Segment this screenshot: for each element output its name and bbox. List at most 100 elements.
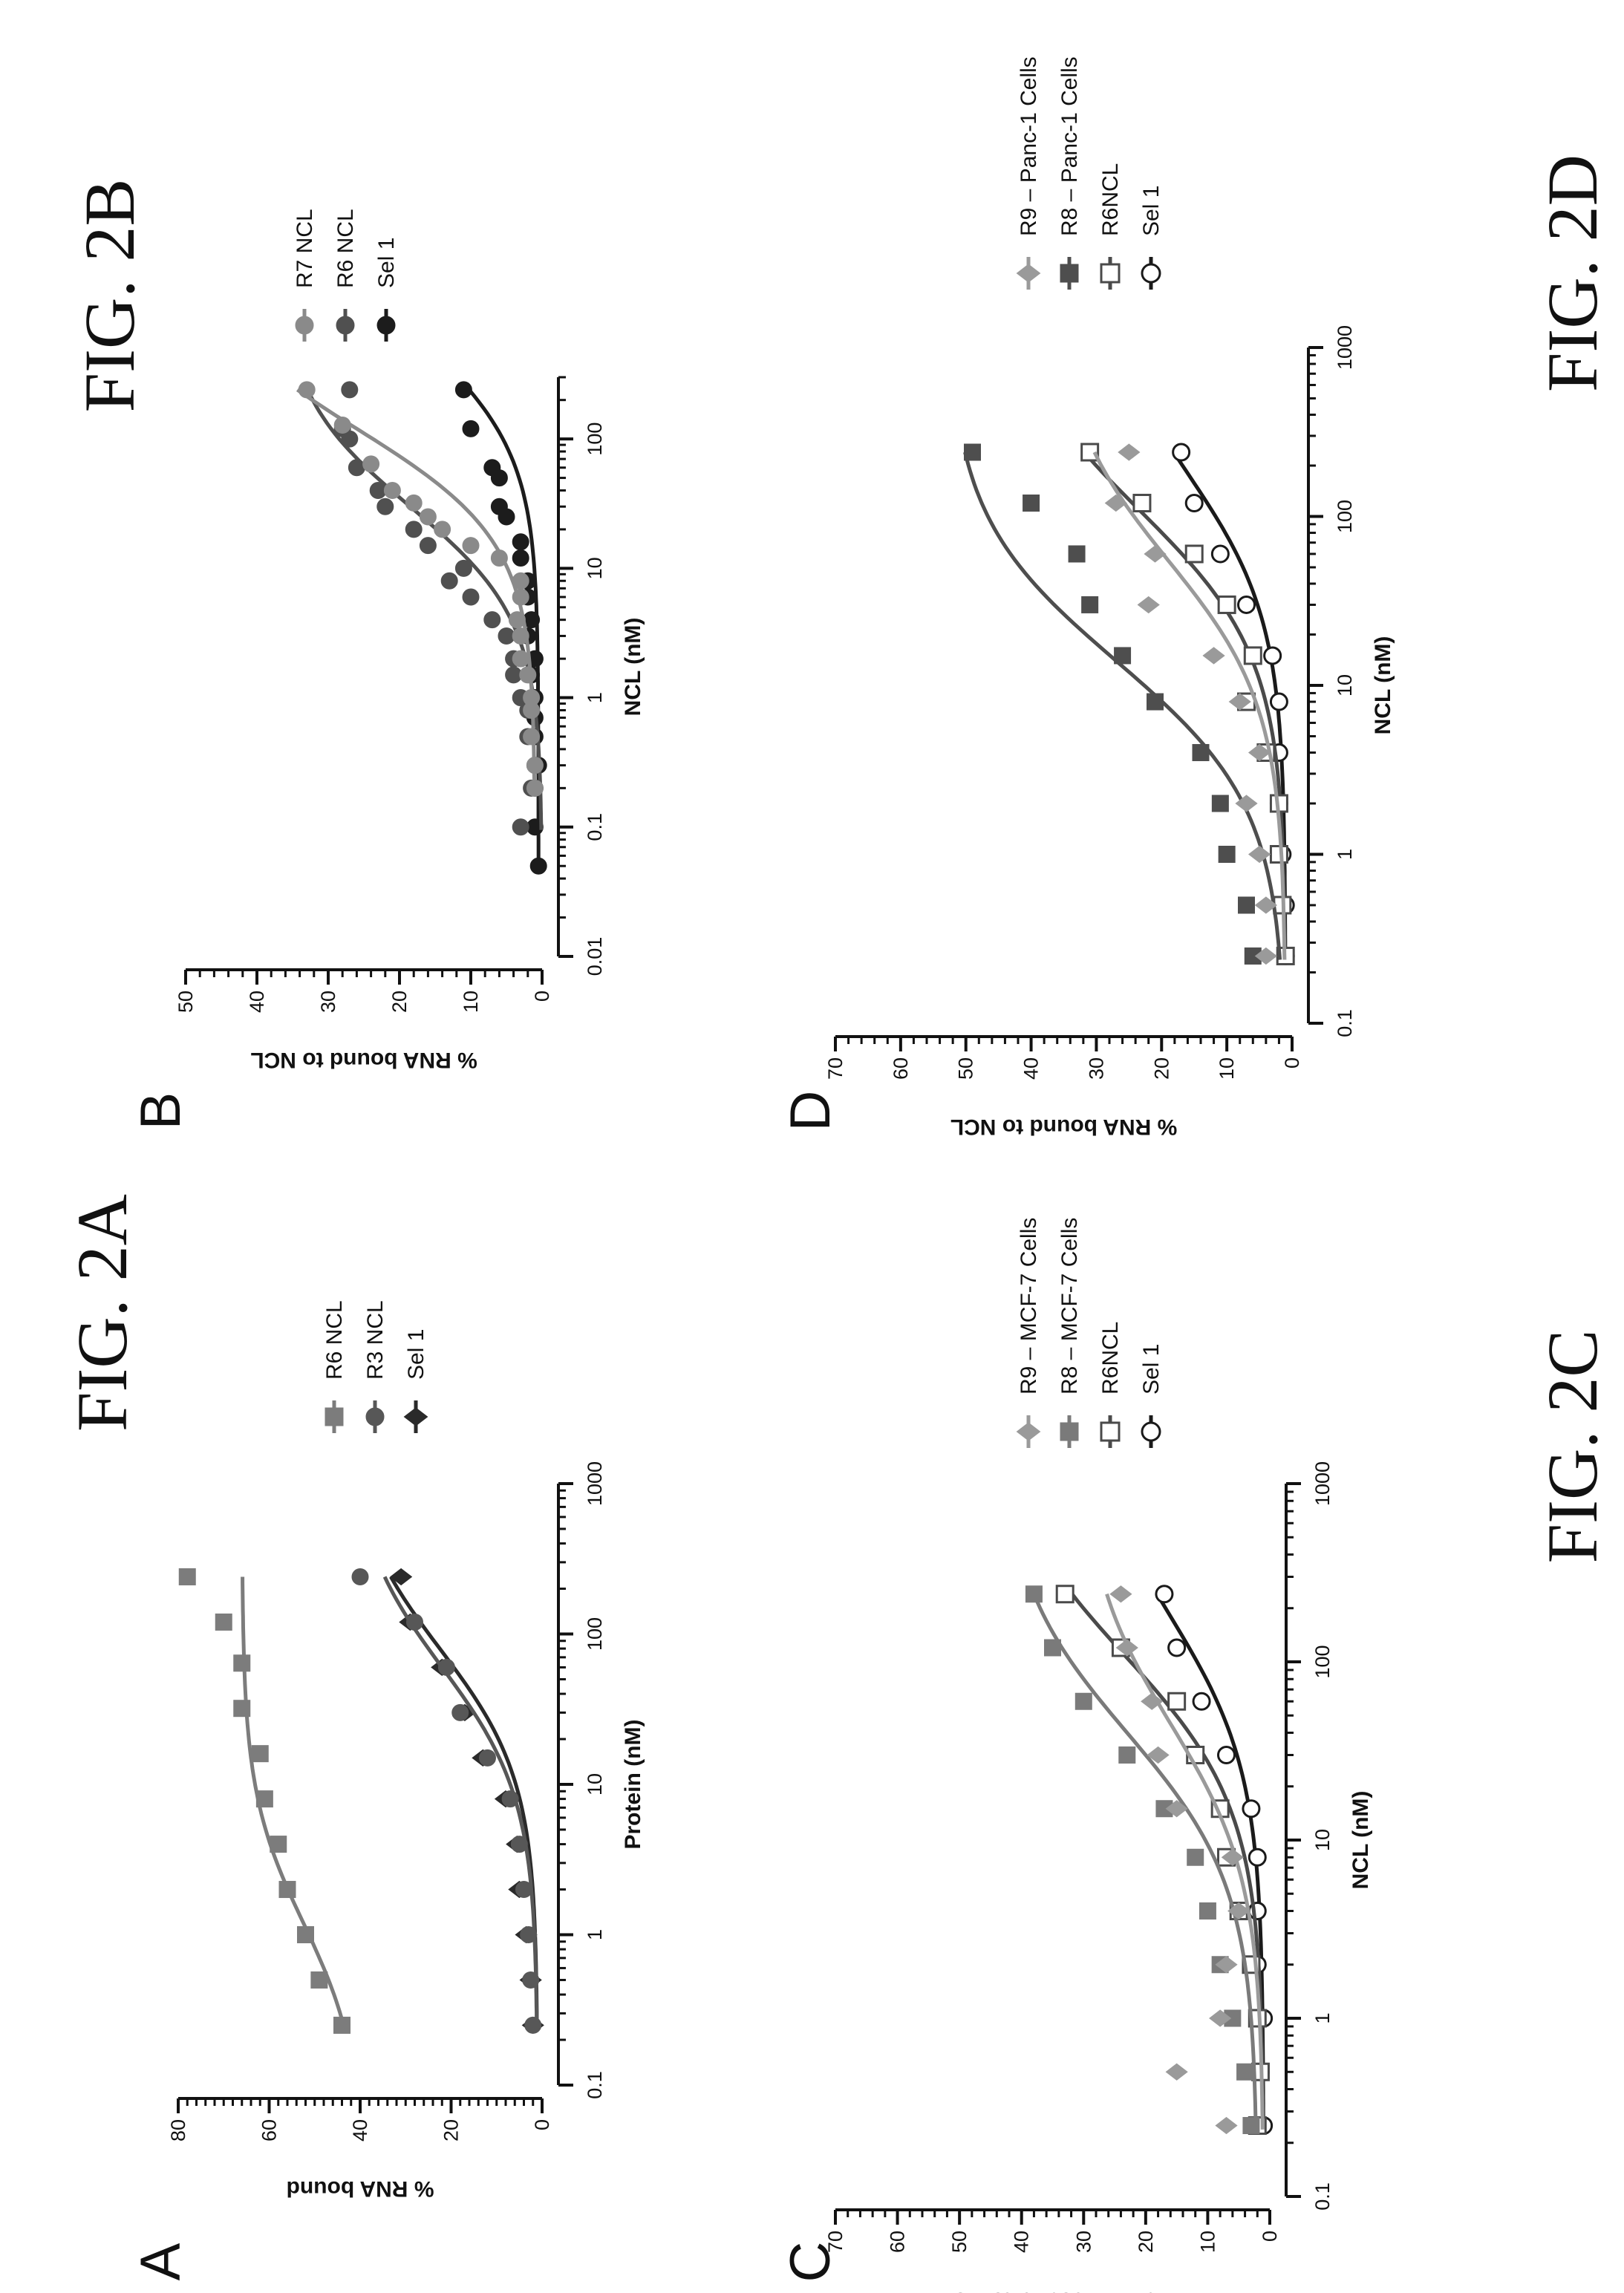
data-point-c-3 [1199,1902,1216,1920]
x-tick-label-d: 1 [1334,849,1356,860]
y-tick-label-b: 20 [388,991,411,1013]
series-b-1 [454,381,547,875]
legend-b: Sel 1 R6 NCL R7 NCL [293,209,399,342]
data-point-b-2 [440,572,458,590]
caption-layer: FIG. 2A FIG. 2B FIG. 2C FIG. 2D A B C D [62,154,1612,2282]
data-point-b-1 [529,857,547,875]
data-point-a-2 [479,1749,496,1767]
series-a-2 [351,1568,542,2034]
axes-c [834,1482,1301,2225]
data-point-c-4 [1227,1902,1250,1920]
data-point-b-3 [362,455,380,473]
data-point-d-3 [1114,647,1132,665]
y-tick-label-d: 30 [1085,1057,1107,1080]
data-point-a-3 [178,1568,196,1586]
x-tick-label-c: 0.1 [1311,2182,1334,2211]
data-point-a-3 [333,2016,350,2034]
data-point-d-3 [1211,795,1229,812]
data-point-d-3 [964,443,981,461]
data-point-a-3 [251,1745,269,1763]
data-point-b-3 [434,521,451,538]
y-tick-label-d: 0 [1281,1057,1303,1069]
figure-caption-2d: FIG. 2D [1533,154,1612,392]
data-point-c-4 [1109,1585,1132,1603]
data-point-c-4 [1147,1746,1170,1764]
y-tick-label-c: 50 [948,2231,971,2253]
chart-panel-d: 0 10 20 30 40 50 60 70 0.1 1 10 100 1000 NCL (nM) % RN… [824,56,1395,1139]
x-tick-label-a: 10 [584,1773,606,1795]
data-point-a-3 [215,1613,232,1631]
figure-caption-2c: FIG. 2C [1533,1330,1612,1564]
data-point-a-2 [515,1881,532,1899]
data-point-d-1 [1210,544,1230,564]
legend-label-a-2: R3 NCL [363,1300,388,1380]
series-d-4 [1092,443,1287,965]
chart-panel-c: 0 10 20 30 40 50 60 70 0.1 1 10 100 1000 NCL (nM) % RN… [824,1218,1373,2293]
fit-curve-c-4 [1105,1593,1265,2130]
data-point-b-3 [383,481,401,499]
legend-label-c-2: R6NCL [1098,1322,1123,1395]
data-point-c-1 [1155,1585,1174,1604]
y-axis-title-a: % RNA bound [287,2176,434,2201]
legend-marker-c-3 [1060,1422,1079,1441]
x-tick-label-c: 10 [1311,1829,1334,1851]
data-point-c-2 [1167,1692,1187,1711]
data-point-d-4 [1202,647,1225,665]
data-point-a-2 [522,1971,540,1989]
data-point-b-2 [376,498,394,515]
data-point-b-2 [341,381,359,399]
data-point-a-3 [233,1654,251,1672]
data-point-c-1 [1192,1692,1211,1711]
data-point-b-1 [490,498,508,515]
y-tick-label-c: 20 [1135,2231,1157,2253]
data-point-d-2 [1217,595,1236,614]
y-tick-label-a: 20 [440,2119,463,2142]
data-point-b-1 [483,459,501,477]
fit-curve-b-2 [306,388,544,830]
x-axis-title-b: NCL (nM) [621,618,645,717]
data-point-a-3 [255,1790,273,1808]
data-point-d-3 [1238,896,1255,914]
axes-b [184,376,573,985]
data-point-a-3 [310,1971,328,1989]
data-point-b-1 [454,381,472,399]
panel-letter-d: D [779,1091,842,1132]
data-point-d-4 [1228,693,1251,711]
data-point-d-4 [1254,896,1277,914]
data-point-d-2 [1080,443,1100,462]
data-point-b-2 [462,588,480,606]
y-tick-label-c: 30 [1072,2231,1095,2253]
data-point-a-2 [351,1568,369,1586]
fit-curve-b-3 [296,388,537,792]
data-point-c-4 [1165,1800,1188,1818]
fit-curve-c-3 [1032,1593,1258,2130]
y-tick-label-b: 0 [531,991,553,1002]
data-point-a-2 [451,1703,469,1721]
x-tick-label-a: 1 [584,1929,606,1940]
legend-label-d-3: R8 – Panc-1 Cells [1057,56,1082,236]
data-point-d-1 [1172,443,1191,462]
data-point-b-3 [512,588,529,606]
legend-marker-d-1 [1141,263,1161,284]
data-point-d-3 [1023,494,1040,512]
data-point-b-3 [512,572,529,590]
data-point-c-4 [1221,1848,1244,1866]
x-tick-label-a: 0.1 [584,2071,606,2099]
data-point-d-2 [1184,544,1204,564]
legend-marker-c-4 [1016,1422,1041,1441]
y-axis-title-d: % RNA bound to NCL [950,1115,1178,1139]
data-point-c-4 [1141,1692,1164,1710]
legend-marker-d-2 [1100,263,1121,284]
data-point-a-3 [233,1700,251,1718]
data-point-c-3 [1236,2063,1254,2081]
y-tick-label-d: 20 [1150,1057,1173,1080]
data-point-b-3 [512,650,529,668]
y-tick-label-d: 50 [955,1057,977,1080]
y-tick-label-c: 0 [1259,2231,1281,2242]
data-point-b-3 [523,689,541,707]
legend-label-b-3: R7 NCL [293,209,317,288]
series-d-3 [963,443,1282,965]
legend-marker-d-4 [1016,264,1041,283]
x-axis-title-c: NCL (nM) [1349,1791,1373,1890]
data-point-d-2 [1132,493,1152,512]
